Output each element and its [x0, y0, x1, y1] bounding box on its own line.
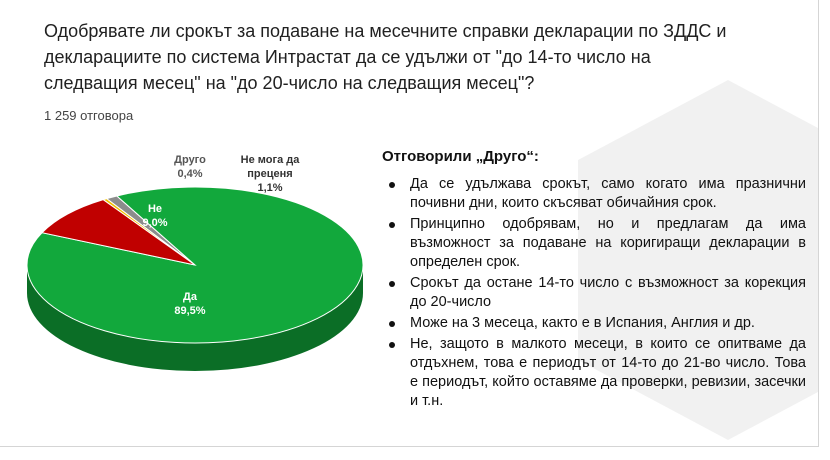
bullet-icon [389, 222, 395, 228]
bullet-icon [389, 182, 395, 188]
other-answer-item: Може на 3 месеца, както е в Испания, Анг… [382, 314, 806, 333]
data-label-не-мога-да-преценя: 1,1% [257, 182, 282, 194]
category-label-да: Да [183, 291, 198, 303]
bullet-icon [389, 321, 395, 327]
bullet-icon [389, 342, 395, 348]
other-answer-item: Срокът да остане 14-то число с възможнос… [382, 274, 806, 312]
other-answers-title: Отговорили „Друго“: [382, 148, 539, 165]
other-answer-text: Принципно одобрявам, но и предлагам да и… [410, 216, 806, 270]
pie-tops [26, 186, 364, 344]
data-label-не: 9,0% [142, 217, 167, 229]
category-label-не: Не [148, 203, 162, 215]
bullet-icon [389, 281, 395, 287]
pie-chart: Да 89,5% Не 9,0% Друго 0,4% Не мога да преценя 1… [26, 154, 364, 371]
other-answer-text: Да се удължава срокът, само когато има п… [410, 176, 806, 211]
pie-slice-не [41, 199, 196, 266]
category-label-друго: Друго [174, 154, 206, 166]
survey-card: Одобрявате ли срокът за подаване на месе… [0, 0, 819, 447]
other-answer-item: Не, защото в малкото месеци, в които се … [382, 335, 806, 411]
category-label-не-мога-да-преценя: преценя [247, 168, 292, 180]
survey-question: Одобрявате ли срокът за подаване на месе… [44, 21, 727, 93]
other-answer-text: Може на 3 месеца, както е в Испания, Анг… [410, 315, 755, 331]
other-answers-list: Да се удължава срокът, само когато има п… [382, 175, 806, 411]
other-answer-item: Да се удължава срокът, само когато има п… [382, 175, 806, 213]
pie-labels: Да 89,5% Не 9,0% Друго 0,4% Не мога да преценя 1… [142, 154, 300, 317]
data-label-да: 89,5% [174, 305, 205, 317]
other-answer-item: Принципно одобрявам, но и предлагам да и… [382, 215, 806, 272]
background-watermark-icon [578, 80, 818, 440]
category-label-не-мога-да-преценя: Не мога да [241, 154, 301, 166]
responses-count: 1 259 отговора [44, 108, 134, 123]
other-answers-panel: Отговорили „Друго“: Да се удължава срокъ… [382, 148, 806, 413]
data-label-друго: 0,4% [177, 168, 202, 180]
pie-sides [27, 265, 363, 371]
other-answer-text: Срокът да остане 14-то число с възможнос… [410, 275, 806, 310]
other-answer-text: Не, защото в малкото месеци, в които се … [410, 336, 806, 409]
pie-side-да [27, 265, 363, 371]
